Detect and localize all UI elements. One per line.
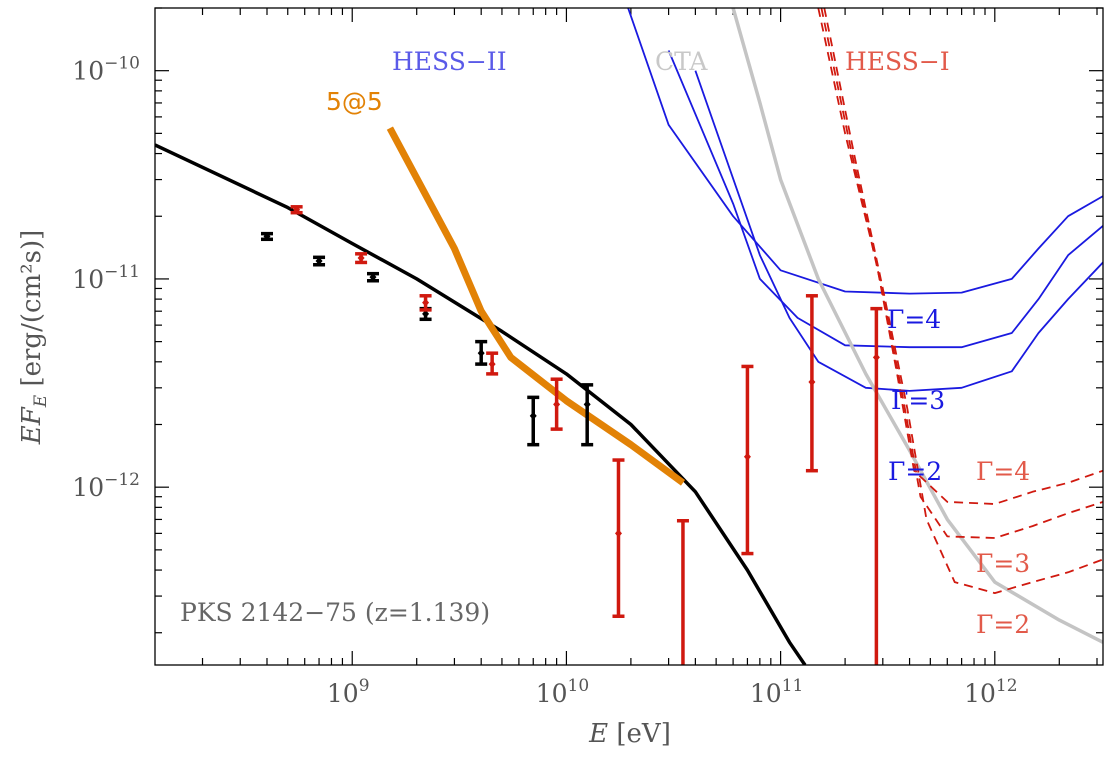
marker xyxy=(583,400,591,409)
data-point-black-6 xyxy=(581,383,594,447)
marker xyxy=(872,353,880,362)
marker xyxy=(357,254,365,263)
data-point-red-10 xyxy=(486,351,499,376)
marker xyxy=(477,349,485,358)
label-gamma4-red: Γ=4 xyxy=(976,457,1030,486)
data-point-black-0 xyxy=(260,231,273,242)
series-cta xyxy=(731,8,1103,644)
label-cta: CTA xyxy=(655,47,708,76)
marker xyxy=(808,377,816,386)
marker xyxy=(293,205,301,214)
data-point-black-4 xyxy=(475,339,488,366)
data-point-red-8 xyxy=(355,252,368,265)
data-point-red-15 xyxy=(805,294,818,473)
series-hess1_g2 xyxy=(823,8,1103,594)
marker xyxy=(263,232,271,241)
label-gamma2-red: Γ=2 xyxy=(976,610,1030,639)
label-hess1: HESS−I xyxy=(845,47,950,76)
marker xyxy=(369,273,377,282)
marker xyxy=(488,360,496,369)
series-hess2_g2 xyxy=(694,70,1103,392)
y-tick-label: 10−10 xyxy=(72,54,140,86)
plot-frame xyxy=(154,7,1104,666)
data-point-red-12 xyxy=(612,458,625,619)
series-hess1_g3 xyxy=(820,8,1103,539)
y-axis-title: EFE [erg/(cm²s)] xyxy=(17,230,51,446)
label-gamma3-blue: Γ=3 xyxy=(891,386,945,415)
marker xyxy=(553,400,561,409)
marker xyxy=(422,309,430,318)
source-label: PKS 2142−75 (z=1.139) xyxy=(180,598,490,627)
tick-labels: 109 1010 1011 1012 10−12 10−11 10−10 xyxy=(72,54,1017,708)
series-hess1_g4 xyxy=(817,8,1103,505)
label-gamma3-red: Γ=3 xyxy=(976,549,1030,578)
data-point-red-13 xyxy=(676,518,689,665)
series-hess2_g3 xyxy=(667,50,1103,349)
data-points-layer xyxy=(260,205,883,665)
label-hess2: HESS−II xyxy=(392,47,507,76)
x-axis-title: E [eV] xyxy=(588,719,671,749)
data-point-red-11 xyxy=(550,377,563,431)
series-hess2_g4 xyxy=(627,8,1103,295)
axis-ticks xyxy=(155,7,1103,665)
data-point-black-5 xyxy=(527,395,540,447)
marker xyxy=(422,298,430,307)
data-point-red-7 xyxy=(290,205,303,215)
data-point-black-1 xyxy=(313,255,326,267)
data-point-red-16 xyxy=(870,306,883,665)
data-point-black-2 xyxy=(366,271,379,283)
series-model xyxy=(155,143,807,665)
x-tick-label: 109 xyxy=(327,676,370,708)
marker xyxy=(743,452,751,461)
series-fivefive xyxy=(386,126,686,486)
label-gamma4-blue: Γ=4 xyxy=(887,305,941,334)
x-tick-label: 1010 xyxy=(536,676,589,708)
marker xyxy=(529,411,537,420)
y-tick-label: 10−12 xyxy=(72,470,140,502)
label-gamma2-blue: Γ=2 xyxy=(888,457,942,486)
data-point-red-14 xyxy=(741,364,754,556)
x-tick-label: 1011 xyxy=(750,676,803,708)
x-tick-label: 1012 xyxy=(964,676,1017,708)
marker xyxy=(614,529,622,538)
series-layer xyxy=(155,8,1103,665)
label-5at5: 5@5 xyxy=(326,87,383,116)
y-tick-label: 10−11 xyxy=(72,262,140,294)
data-point-red-9 xyxy=(419,294,432,312)
marker xyxy=(315,256,323,265)
